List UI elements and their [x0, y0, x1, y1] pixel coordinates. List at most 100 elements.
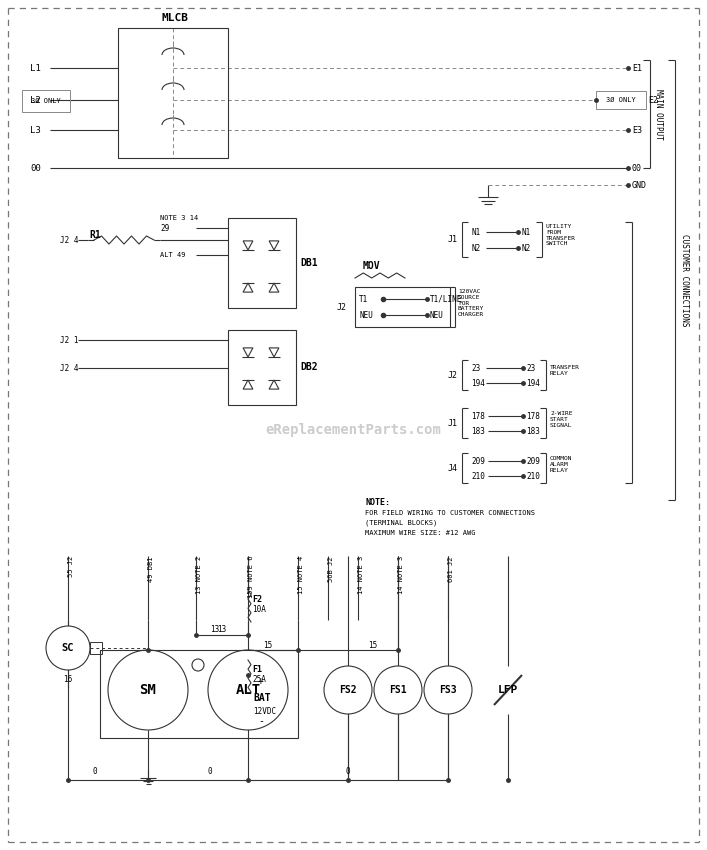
Text: 55 J2: 55 J2	[68, 556, 74, 577]
Text: NOTE:: NOTE:	[365, 497, 390, 507]
Polygon shape	[269, 348, 279, 357]
Text: 13 NOTE 2: 13 NOTE 2	[196, 556, 202, 594]
Text: E3: E3	[632, 126, 642, 134]
Polygon shape	[269, 380, 279, 389]
Text: 120VAC
SOURCE
FOR
BATTERY
CHARGER: 120VAC SOURCE FOR BATTERY CHARGER	[458, 289, 484, 317]
Text: ALT 49: ALT 49	[160, 252, 185, 258]
Circle shape	[324, 666, 372, 714]
Text: MLCB: MLCB	[161, 13, 189, 23]
Text: T1: T1	[359, 294, 368, 303]
Text: 0: 0	[346, 768, 350, 777]
Bar	[118, 28, 228, 158]
Text: (TERMINAL BLOCKS): (TERMINAL BLOCKS)	[365, 519, 437, 526]
Text: 3Ø ONLY: 3Ø ONLY	[606, 97, 636, 103]
Text: F2: F2	[252, 596, 262, 604]
Polygon shape	[243, 380, 253, 389]
Text: MAIN OUTPUT: MAIN OUTPUT	[655, 88, 663, 139]
Text: 210: 210	[471, 472, 485, 480]
Text: 159 NOTE 6: 159 NOTE 6	[248, 556, 254, 598]
Text: N1: N1	[471, 228, 480, 236]
Circle shape	[374, 666, 422, 714]
Polygon shape	[243, 241, 253, 250]
Text: 194: 194	[471, 378, 485, 388]
Text: COMMON
ALARM
RELAY: COMMON ALARM RELAY	[550, 456, 573, 473]
Circle shape	[208, 650, 288, 730]
Bar	[90, 642, 102, 654]
Text: L3: L3	[30, 126, 41, 134]
Text: 14 NOTE 3: 14 NOTE 3	[358, 556, 364, 594]
Text: TRANSFER
RELAY: TRANSFER RELAY	[550, 365, 580, 376]
Text: 15: 15	[264, 641, 273, 649]
Text: 25A: 25A	[252, 676, 266, 684]
Text: -: -	[258, 716, 264, 726]
Polygon shape	[269, 241, 279, 250]
Text: 194: 194	[526, 378, 540, 388]
Text: FS3: FS3	[439, 685, 457, 695]
Polygon shape	[243, 283, 253, 292]
Text: J2 4: J2 4	[60, 235, 78, 245]
Text: 14 NOTE 3: 14 NOTE 3	[398, 556, 404, 594]
Text: T1/LINE: T1/LINE	[430, 294, 462, 303]
Text: 23: 23	[471, 364, 480, 372]
Text: 23: 23	[526, 364, 535, 372]
Text: FOR FIELD WIRING TO CUSTOMER CONNECTIONS: FOR FIELD WIRING TO CUSTOMER CONNECTIONS	[365, 510, 535, 516]
Polygon shape	[243, 348, 253, 357]
Text: 15 NOTE 4: 15 NOTE 4	[298, 556, 304, 594]
Text: 56B J2: 56B J2	[328, 556, 334, 581]
Text: N2: N2	[471, 243, 480, 252]
Text: J2 4: J2 4	[60, 364, 78, 372]
Text: FS1: FS1	[389, 685, 407, 695]
Text: ALT: ALT	[235, 683, 261, 697]
Text: 29: 29	[160, 224, 169, 233]
Text: LFP: LFP	[498, 685, 518, 695]
Text: 15: 15	[368, 641, 378, 649]
Bar	[355, 287, 450, 327]
Text: 3Ø ONLY: 3Ø ONLY	[31, 98, 61, 104]
Text: FS2: FS2	[339, 685, 357, 695]
Text: 49 DB1: 49 DB1	[148, 556, 154, 581]
Text: MOV: MOV	[363, 261, 380, 271]
Text: NOTE 3 14: NOTE 3 14	[160, 215, 198, 221]
Text: NEU: NEU	[359, 310, 373, 320]
Text: BAT: BAT	[253, 693, 271, 703]
Text: J2: J2	[448, 371, 458, 379]
Bar	[228, 330, 296, 405]
Text: J1: J1	[448, 235, 458, 243]
Bar	[100, 650, 298, 738]
Text: NEU: NEU	[430, 310, 444, 320]
Text: 0: 0	[93, 768, 98, 777]
Bar	[22, 90, 70, 112]
Text: DB1: DB1	[300, 258, 317, 268]
Circle shape	[108, 650, 188, 730]
Text: 601 J2: 601 J2	[448, 556, 454, 581]
Text: CUSTOMER CONNECTIONS: CUSTOMER CONNECTIONS	[681, 234, 689, 326]
Text: UTILITY
FROM
TRANSFER
SWITCH: UTILITY FROM TRANSFER SWITCH	[546, 224, 576, 246]
Text: 10A: 10A	[252, 605, 266, 615]
Text: eReplacementParts.com: eReplacementParts.com	[265, 423, 441, 437]
Text: R1: R1	[89, 230, 101, 240]
Text: F1: F1	[252, 666, 262, 675]
Text: 209: 209	[471, 456, 485, 466]
Text: 00: 00	[632, 163, 642, 173]
Text: SM: SM	[139, 683, 156, 697]
Polygon shape	[269, 283, 279, 292]
Text: 210: 210	[526, 472, 540, 480]
Text: 178: 178	[526, 411, 540, 421]
Text: 209: 209	[526, 456, 540, 466]
Text: N1: N1	[522, 228, 531, 236]
Bar	[596, 91, 646, 109]
Text: 0: 0	[208, 768, 212, 777]
Text: J2: J2	[337, 303, 347, 311]
Text: J4: J4	[448, 463, 458, 473]
Text: E1: E1	[632, 64, 642, 72]
Text: J1: J1	[448, 418, 458, 428]
Text: 16: 16	[64, 676, 73, 684]
Bar	[228, 218, 296, 308]
Text: E2: E2	[648, 95, 658, 105]
Text: J2 1: J2 1	[60, 336, 78, 344]
Text: GND: GND	[632, 180, 647, 190]
Text: 13: 13	[217, 626, 227, 634]
Text: MAXIMUM WIRE SIZE: #12 AWG: MAXIMUM WIRE SIZE: #12 AWG	[365, 530, 476, 536]
Text: N2: N2	[522, 243, 531, 252]
Text: 183: 183	[526, 427, 540, 435]
